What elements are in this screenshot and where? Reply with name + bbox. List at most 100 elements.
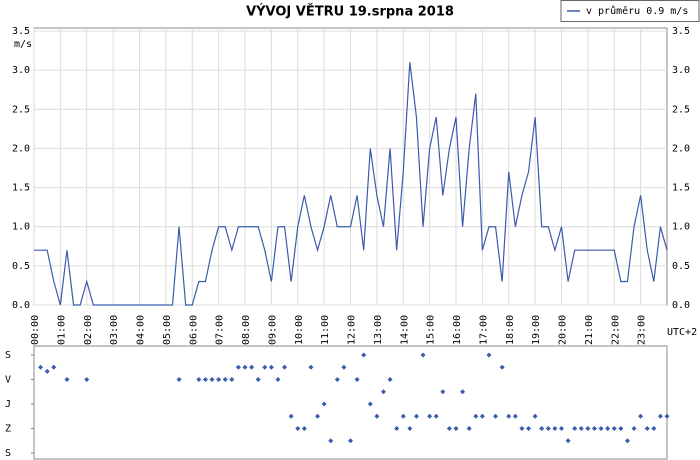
y-tick-label-right: 2.5 bbox=[672, 104, 690, 115]
direction-point bbox=[572, 426, 578, 431]
direction-point bbox=[532, 413, 538, 419]
x-tick-label: 20:00 bbox=[558, 315, 569, 345]
y-tick-label: S bbox=[5, 350, 11, 361]
direction-point bbox=[466, 426, 472, 431]
y-tick-label: 1.0 bbox=[12, 222, 30, 233]
direction-point bbox=[374, 413, 380, 419]
direction-point bbox=[328, 438, 334, 444]
direction-point bbox=[591, 426, 597, 431]
direction-point bbox=[499, 364, 505, 370]
direction-point bbox=[275, 377, 281, 382]
x-tick-label: 07:00 bbox=[215, 315, 226, 345]
x-tick-label: 05:00 bbox=[162, 315, 173, 345]
direction-point bbox=[565, 438, 571, 444]
direction-point bbox=[413, 413, 419, 419]
direction-point bbox=[282, 364, 288, 370]
plot-frame bbox=[33, 345, 668, 460]
direction-point bbox=[44, 368, 50, 374]
direction-point bbox=[64, 377, 70, 382]
direction-point bbox=[598, 426, 604, 431]
direction-point bbox=[420, 352, 426, 358]
direction-point bbox=[354, 377, 360, 382]
y-tick-label: J bbox=[5, 399, 11, 410]
direction-point bbox=[242, 364, 248, 370]
direction-point bbox=[651, 426, 657, 431]
x-tick-label: 00:00 bbox=[30, 315, 41, 345]
direction-point bbox=[222, 377, 228, 382]
direction-point bbox=[262, 364, 268, 370]
x-tick-label: 23:00 bbox=[637, 315, 648, 345]
direction-point bbox=[295, 426, 301, 431]
direction-point bbox=[453, 426, 459, 431]
direction-point bbox=[367, 401, 373, 407]
direction-point bbox=[196, 377, 202, 382]
direction-point bbox=[387, 377, 393, 382]
x-tick-label: 09:00 bbox=[267, 315, 278, 345]
direction-point bbox=[657, 413, 663, 419]
y-tick-label: Z bbox=[5, 424, 11, 435]
direction-point bbox=[493, 413, 499, 419]
direction-point bbox=[202, 377, 208, 382]
direction-point bbox=[664, 413, 670, 419]
direction-point bbox=[380, 389, 386, 395]
y-tick-label: 2.5 bbox=[12, 104, 30, 115]
direction-point bbox=[400, 413, 406, 419]
direction-point bbox=[229, 377, 235, 382]
direction-point bbox=[486, 352, 492, 358]
y-tick-label-right: 3.5 bbox=[672, 26, 690, 37]
direction-point bbox=[526, 426, 532, 431]
direction-point bbox=[427, 413, 433, 419]
direction-point bbox=[341, 364, 347, 370]
y-tick-label-right: 3.0 bbox=[672, 65, 690, 76]
direction-point bbox=[519, 426, 525, 431]
direction-point bbox=[84, 377, 90, 382]
direction-point bbox=[301, 426, 307, 431]
x-tick-label: 03:00 bbox=[109, 315, 120, 345]
x-axis-label: UTC+2 bbox=[667, 327, 697, 338]
direction-point bbox=[334, 377, 340, 382]
y-tick-label: 3.0 bbox=[12, 65, 30, 76]
direction-point bbox=[512, 413, 518, 419]
direction-point bbox=[433, 413, 439, 419]
direction-point bbox=[249, 364, 255, 370]
direction-point bbox=[176, 377, 182, 382]
y-tick-label: 3.5 bbox=[12, 26, 30, 37]
direction-point bbox=[631, 426, 637, 431]
direction-point bbox=[605, 426, 611, 431]
x-tick-label: 12:00 bbox=[347, 315, 358, 345]
direction-point bbox=[407, 426, 413, 431]
direction-point bbox=[268, 364, 274, 370]
x-tick-label: 21:00 bbox=[584, 315, 595, 345]
x-tick-label: 13:00 bbox=[373, 315, 384, 345]
x-tick-label: 01:00 bbox=[56, 315, 67, 345]
direction-point bbox=[638, 413, 644, 419]
direction-point bbox=[288, 413, 294, 419]
direction-point bbox=[460, 389, 466, 395]
legend-box bbox=[560, 0, 700, 22]
direction-point bbox=[585, 426, 591, 431]
x-tick-label: 06:00 bbox=[188, 315, 199, 345]
direction-point bbox=[235, 364, 241, 370]
x-tick-label: 16:00 bbox=[452, 315, 463, 345]
x-tick-label: 19:00 bbox=[531, 315, 542, 345]
direction-point bbox=[348, 438, 353, 444]
x-tick-label: 17:00 bbox=[478, 315, 489, 345]
y-tick-label: 1.5 bbox=[12, 183, 30, 194]
direction-point bbox=[321, 401, 327, 407]
direction-point bbox=[255, 377, 261, 382]
y-tick-label-right: 2.0 bbox=[672, 143, 690, 154]
direction-point bbox=[308, 364, 314, 370]
direction-point bbox=[479, 413, 485, 419]
y-tick-label: 2.0 bbox=[12, 143, 30, 154]
y-tick-label: V bbox=[5, 375, 11, 386]
x-tick-label: 15:00 bbox=[426, 315, 437, 345]
legend-label: v průměru 0.9 m/s bbox=[586, 5, 688, 17]
direction-point bbox=[315, 413, 321, 419]
direction-point bbox=[644, 426, 650, 431]
x-tick-label: 11:00 bbox=[320, 315, 331, 345]
x-tick-label: 08:00 bbox=[241, 315, 252, 345]
direction-point bbox=[394, 426, 400, 431]
direction-point bbox=[440, 389, 446, 395]
y-tick-label-right: 1.5 bbox=[672, 183, 690, 194]
